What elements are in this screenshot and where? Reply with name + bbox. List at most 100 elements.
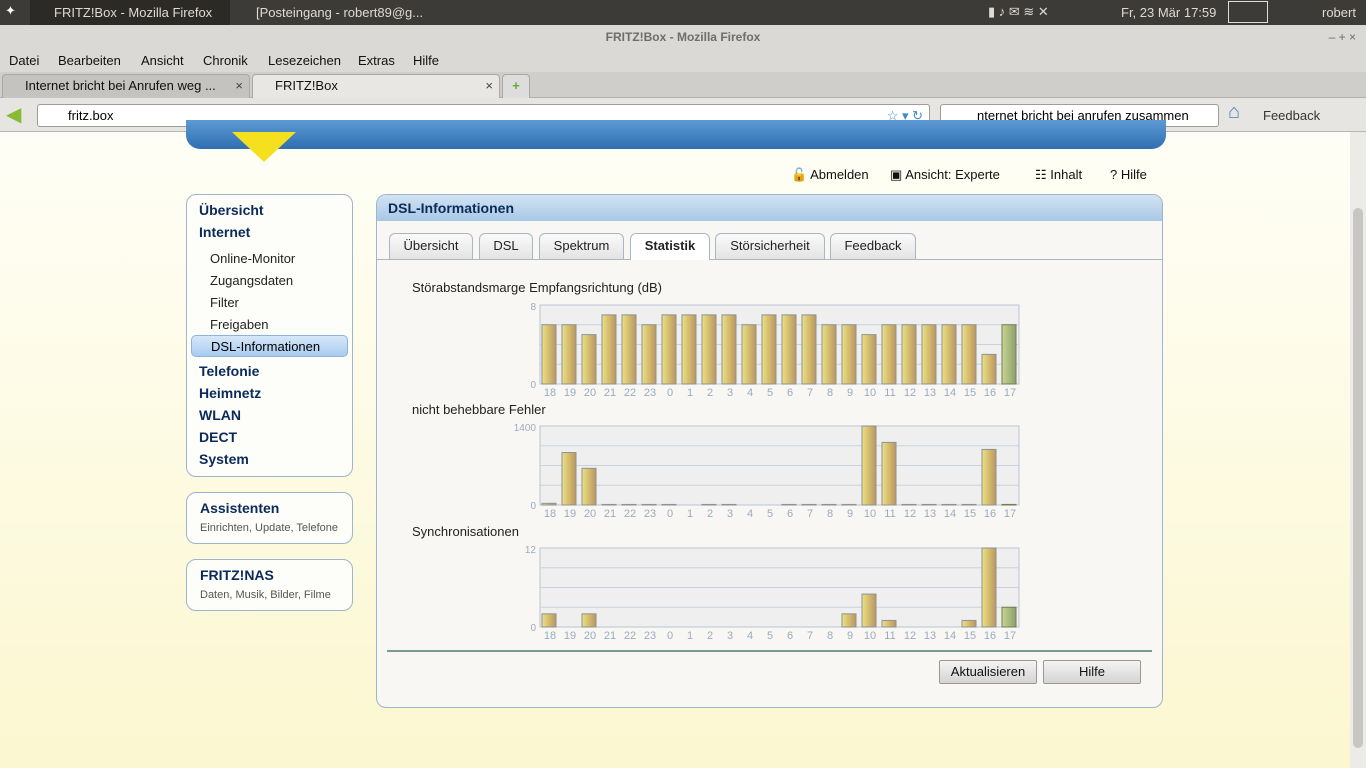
sidebar-item-internet[interactable]: Internet xyxy=(199,224,251,240)
firefox-tray-icon[interactable] xyxy=(1228,1,1268,23)
app-menu-icon[interactable]: ✦ xyxy=(5,3,16,18)
help-link[interactable]: ? Hilfe xyxy=(1110,167,1147,182)
sidebar-item-online-monitor[interactable]: Online-Monitor xyxy=(210,251,296,266)
close-tab-icon[interactable]: × xyxy=(485,78,493,93)
sidebar-item-telefonie[interactable]: Telefonie xyxy=(199,363,260,379)
scrollbar-thumb[interactable] xyxy=(1353,208,1363,748)
bar xyxy=(1001,324,1017,385)
x-tick-label: 12 xyxy=(904,387,916,399)
y-tick-label: 12 xyxy=(525,545,537,556)
sidebar-item-uebersicht[interactable]: Übersicht xyxy=(199,202,264,218)
fritznas-box[interactable]: FRITZ!NAS Daten, Musik, Bilder, Filme xyxy=(186,559,353,611)
menu-lesezeichen[interactable]: Lesezeichen xyxy=(268,53,341,68)
x-tick-label: 18 xyxy=(544,387,556,399)
feedback-button[interactable]: Feedback xyxy=(1263,108,1321,123)
menu-bearbeiten[interactable]: Bearbeiten xyxy=(58,53,121,68)
sidebar-item-wlan[interactable]: WLAN xyxy=(199,407,241,423)
content-link[interactable]: ☷ Inhalt xyxy=(1035,167,1083,182)
x-tick-label: 9 xyxy=(847,508,853,520)
tray-icons[interactable]: ▮ ♪ ✉ ≋ ✕ xyxy=(988,4,1049,19)
x-tick-label: 7 xyxy=(807,387,813,399)
tab-feedback[interactable]: Feedback xyxy=(830,233,916,259)
tab-label: FRITZ!Box xyxy=(275,78,338,93)
x-tick-label: 19 xyxy=(564,630,576,642)
menu-bar: Datei Bearbeiten Ansicht Chronik Lesezei… xyxy=(0,50,1366,72)
browser-tab-active[interactable]: FRITZ!Box × xyxy=(252,74,500,98)
tab-statistik[interactable]: Statistik xyxy=(630,233,710,260)
view-link[interactable]: ▣ Ansicht: Experte xyxy=(890,167,1000,182)
tab-uebersicht[interactable]: Übersicht xyxy=(389,233,473,259)
bar xyxy=(821,324,837,385)
x-tick-label: 8 xyxy=(827,508,833,520)
x-tick-label: 21 xyxy=(604,630,616,642)
sidebar-item-label: DSL-Informationen xyxy=(211,339,321,354)
sidebar-item-freigaben[interactable]: Freigaben xyxy=(210,317,269,332)
menu-extras[interactable]: Extras xyxy=(358,53,395,68)
bar xyxy=(861,593,877,628)
x-tick-label: 6 xyxy=(787,630,793,642)
bar xyxy=(741,324,757,385)
sidebar-item-system[interactable]: System xyxy=(199,451,249,467)
sidebar-item-dect[interactable]: DECT xyxy=(199,429,238,445)
sidebar-item-dsl-informationen[interactable]: DSL-Informationen xyxy=(191,335,348,357)
bar xyxy=(901,324,917,385)
menu-chronik[interactable]: Chronik xyxy=(203,53,248,68)
new-tab-button[interactable]: + xyxy=(502,74,530,98)
bar xyxy=(981,353,997,385)
x-tick-label: 22 xyxy=(624,630,636,642)
tab-spektrum[interactable]: Spektrum xyxy=(539,233,624,259)
search-text: nternet bricht bei anrufen zusammen xyxy=(977,108,1189,123)
bar xyxy=(781,503,797,506)
sidebar-item-heimnetz[interactable]: Heimnetz xyxy=(199,385,262,401)
taskbar-mail[interactable]: [Posteingang - robert89@g... xyxy=(256,5,424,20)
bar xyxy=(1001,503,1017,506)
logout-link[interactable]: 🔓 Abmelden xyxy=(791,167,869,182)
x-tick-label: 12 xyxy=(904,508,916,520)
x-tick-label: 6 xyxy=(787,508,793,520)
reload-icon[interactable]: ☆ ▾ ↻ xyxy=(886,108,923,123)
x-tick-label: 11 xyxy=(884,508,895,520)
x-tick-label: 14 xyxy=(944,508,956,520)
window-controls[interactable]: – + × xyxy=(1328,30,1356,44)
fritz-logo xyxy=(232,132,296,162)
x-tick-label: 12 xyxy=(904,630,916,642)
browser-tab[interactable]: Internet bricht bei Anrufen weg ... × xyxy=(2,74,250,98)
chart-title-errors: nicht behebbare Fehler xyxy=(412,402,546,417)
x-tick-label: 8 xyxy=(827,630,833,642)
x-tick-label: 9 xyxy=(847,630,853,642)
fritzbox-banner xyxy=(186,120,1166,149)
x-tick-label: 20 xyxy=(584,387,596,399)
bar xyxy=(961,324,977,385)
user-name[interactable]: robert xyxy=(1322,5,1356,20)
clock[interactable]: Fr, 23 Mär 17:59 xyxy=(1121,5,1217,20)
sidebar-item-zugangsdaten[interactable]: Zugangsdaten xyxy=(210,273,294,288)
refresh-button[interactable]: Aktualisieren xyxy=(939,660,1037,684)
bar xyxy=(761,314,777,385)
back-icon[interactable]: ◀ xyxy=(6,104,22,126)
home-icon[interactable]: ⌂ xyxy=(1228,101,1241,123)
x-tick-label: 4 xyxy=(747,508,753,520)
menu-datei[interactable]: Datei xyxy=(9,53,40,68)
assistants-box[interactable]: Assistenten Einrichten, Update, Telefone xyxy=(186,492,353,544)
tab-stoersicherheit[interactable]: Störsicherheit xyxy=(715,233,825,259)
x-tick-label: 10 xyxy=(864,630,876,642)
tab-dsl[interactable]: DSL xyxy=(479,233,533,259)
help-button[interactable]: Hilfe xyxy=(1043,660,1141,684)
menu-hilfe[interactable]: Hilfe xyxy=(413,53,440,68)
tab-label: Internet bricht bei Anrufen weg ... xyxy=(25,78,216,93)
menu-ansicht[interactable]: Ansicht xyxy=(141,53,184,68)
sidebar-item-filter[interactable]: Filter xyxy=(210,295,239,310)
x-tick-label: 7 xyxy=(807,508,813,520)
bar xyxy=(801,503,817,506)
assistants-subtitle: Einrichten, Update, Telefone xyxy=(200,522,338,534)
bar xyxy=(541,324,557,385)
bar xyxy=(561,452,577,506)
x-tick-label: 3 xyxy=(727,387,733,399)
x-tick-label: 17 xyxy=(1004,630,1016,642)
bar xyxy=(581,613,597,628)
bar xyxy=(841,503,857,506)
close-tab-icon[interactable]: × xyxy=(235,78,243,93)
bar xyxy=(661,503,677,506)
taskbar-firefox[interactable]: FRITZ!Box - Mozilla Firefox xyxy=(30,0,230,25)
